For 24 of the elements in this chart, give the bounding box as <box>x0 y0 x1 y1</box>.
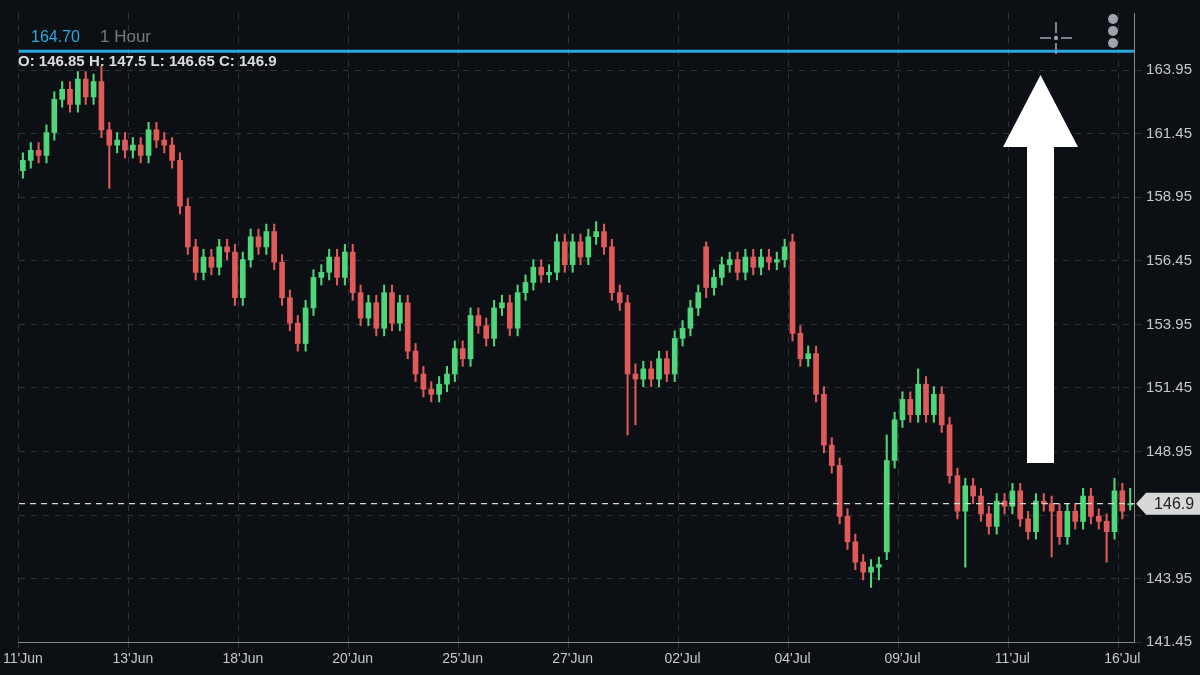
y-tick-label: 148.95 <box>1146 441 1193 459</box>
x-tick-label: 16'Jul <box>1104 650 1141 667</box>
y-tick-label: 151.45 <box>1146 378 1193 396</box>
y-tick-label: 161.45 <box>1146 123 1193 141</box>
x-tick-label: 13'Jun <box>112 650 154 667</box>
x-tick-label: 20'Jun <box>332 650 374 667</box>
ref-line-label: 164.70 <box>30 27 81 45</box>
x-tick-label: 02'Jul <box>664 650 701 667</box>
annotation: O: 146.85 H: 147.5 L: 146.65 C: 146.9 <box>18 52 277 69</box>
y-tick-label: 158.95 <box>1146 187 1193 205</box>
x-tick-label: 25'Jun <box>442 650 484 667</box>
y-tick-label: 153.95 <box>1146 314 1193 332</box>
x-tick-label: 11'Jul <box>994 650 1030 667</box>
x-tick-label: 04'Jul <box>774 650 811 667</box>
y-tick-label: 141.45 <box>1146 632 1193 650</box>
ref-line-label: 146.9 <box>1154 495 1195 513</box>
y-tick-label: 156.45 <box>1146 251 1193 269</box>
text: 1 Hour <box>100 27 152 47</box>
x-tick-label: 27'Jun <box>552 650 594 667</box>
y-tick-label: 143.95 <box>1146 568 1193 586</box>
x-tick-label: 09'Jul <box>884 650 921 667</box>
x-tick-label: 18'Jun <box>222 650 264 667</box>
x-tick-label: 11'Jun <box>3 650 43 667</box>
y-tick-label: 163.95 <box>1146 60 1193 78</box>
